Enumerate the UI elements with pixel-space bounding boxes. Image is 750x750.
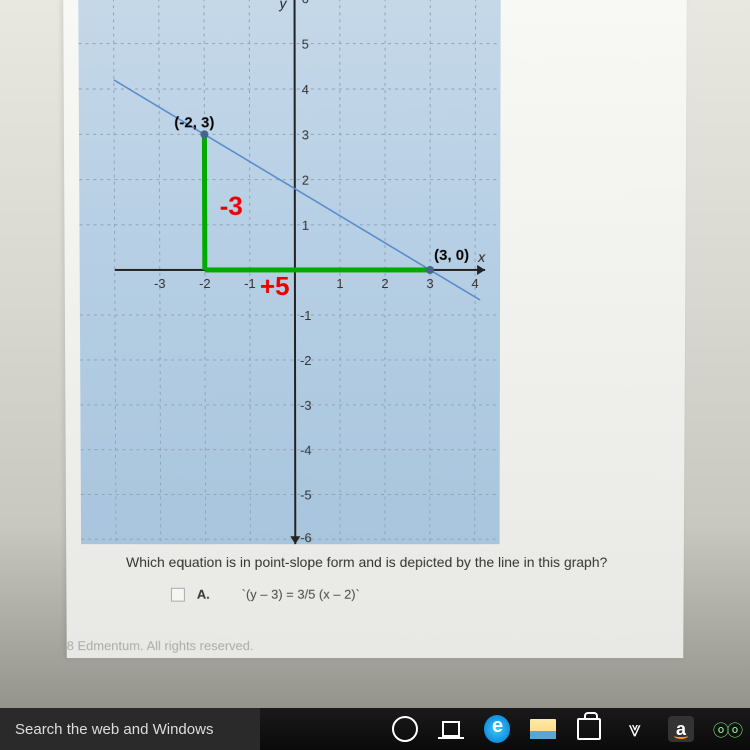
windows-taskbar: Search the web and Windows ⩔ a ⓞⓞ bbox=[0, 708, 750, 750]
svg-text:3: 3 bbox=[302, 127, 309, 142]
task-view-icon[interactable] bbox=[438, 716, 464, 742]
svg-text:1: 1 bbox=[302, 218, 309, 233]
svg-text:5: 5 bbox=[302, 37, 309, 52]
store-icon[interactable] bbox=[576, 716, 602, 742]
point-a bbox=[200, 130, 208, 138]
svg-text:2: 2 bbox=[381, 276, 388, 291]
svg-text:-2: -2 bbox=[300, 353, 312, 368]
plotted-line bbox=[114, 80, 481, 300]
run-label: +5 bbox=[260, 271, 290, 301]
answer-text: `(y – 3) = 3/5 (x – 2)` bbox=[242, 587, 360, 602]
dropbox-icon[interactable]: ⩔ bbox=[622, 716, 648, 742]
question-text: Which equation is in point-slope form an… bbox=[126, 554, 607, 570]
edge-icon[interactable] bbox=[484, 716, 510, 742]
file-explorer-icon[interactable] bbox=[530, 716, 556, 742]
radio-a[interactable] bbox=[171, 587, 185, 601]
graph-panel: y x -3 -2 -1 1 2 3 4 6 5 4 3 2 1 -1 -2 bbox=[78, 0, 500, 544]
svg-text:-1: -1 bbox=[244, 276, 256, 291]
cortana-icon[interactable] bbox=[392, 716, 418, 742]
svg-text:-4: -4 bbox=[300, 443, 312, 458]
svg-text:1: 1 bbox=[336, 276, 343, 291]
x-axis-label: x bbox=[477, 249, 486, 265]
point-a-label: (-2, 3) bbox=[174, 114, 214, 131]
svg-text:-3: -3 bbox=[154, 276, 166, 291]
amazon-icon[interactable]: a bbox=[668, 716, 694, 742]
tripadvisor-icon[interactable]: ⓞⓞ bbox=[714, 716, 740, 742]
svg-text:4: 4 bbox=[302, 82, 309, 97]
svg-text:-6: -6 bbox=[300, 530, 312, 544]
answer-letter: A. bbox=[197, 587, 210, 602]
y-axis-label: y bbox=[278, 0, 287, 11]
svg-text:-3: -3 bbox=[300, 398, 312, 413]
svg-text:-1: -1 bbox=[300, 308, 312, 323]
coordinate-graph: y x -3 -2 -1 1 2 3 4 6 5 4 3 2 1 -1 -2 bbox=[78, 0, 500, 544]
svg-text:3: 3 bbox=[426, 276, 433, 291]
point-b-label: (3, 0) bbox=[434, 247, 469, 264]
search-placeholder: Search the web and Windows bbox=[15, 721, 213, 738]
point-b bbox=[426, 266, 434, 274]
svg-text:-2: -2 bbox=[199, 276, 211, 291]
answer-option-a[interactable]: A. `(y – 3) = 3/5 (x – 2)` bbox=[171, 587, 360, 602]
svg-text:6: 6 bbox=[302, 0, 309, 6]
rise-label: -3 bbox=[220, 191, 243, 221]
svg-text:4: 4 bbox=[471, 276, 478, 291]
taskbar-search[interactable]: Search the web and Windows bbox=[0, 708, 260, 750]
svg-text:2: 2 bbox=[302, 173, 309, 188]
copyright-text: 8 Edmentum. All rights reserved. bbox=[67, 638, 254, 653]
quiz-page: y x -3 -2 -1 1 2 3 4 6 5 4 3 2 1 -1 -2 bbox=[63, 0, 687, 658]
svg-text:-5: -5 bbox=[300, 488, 312, 503]
